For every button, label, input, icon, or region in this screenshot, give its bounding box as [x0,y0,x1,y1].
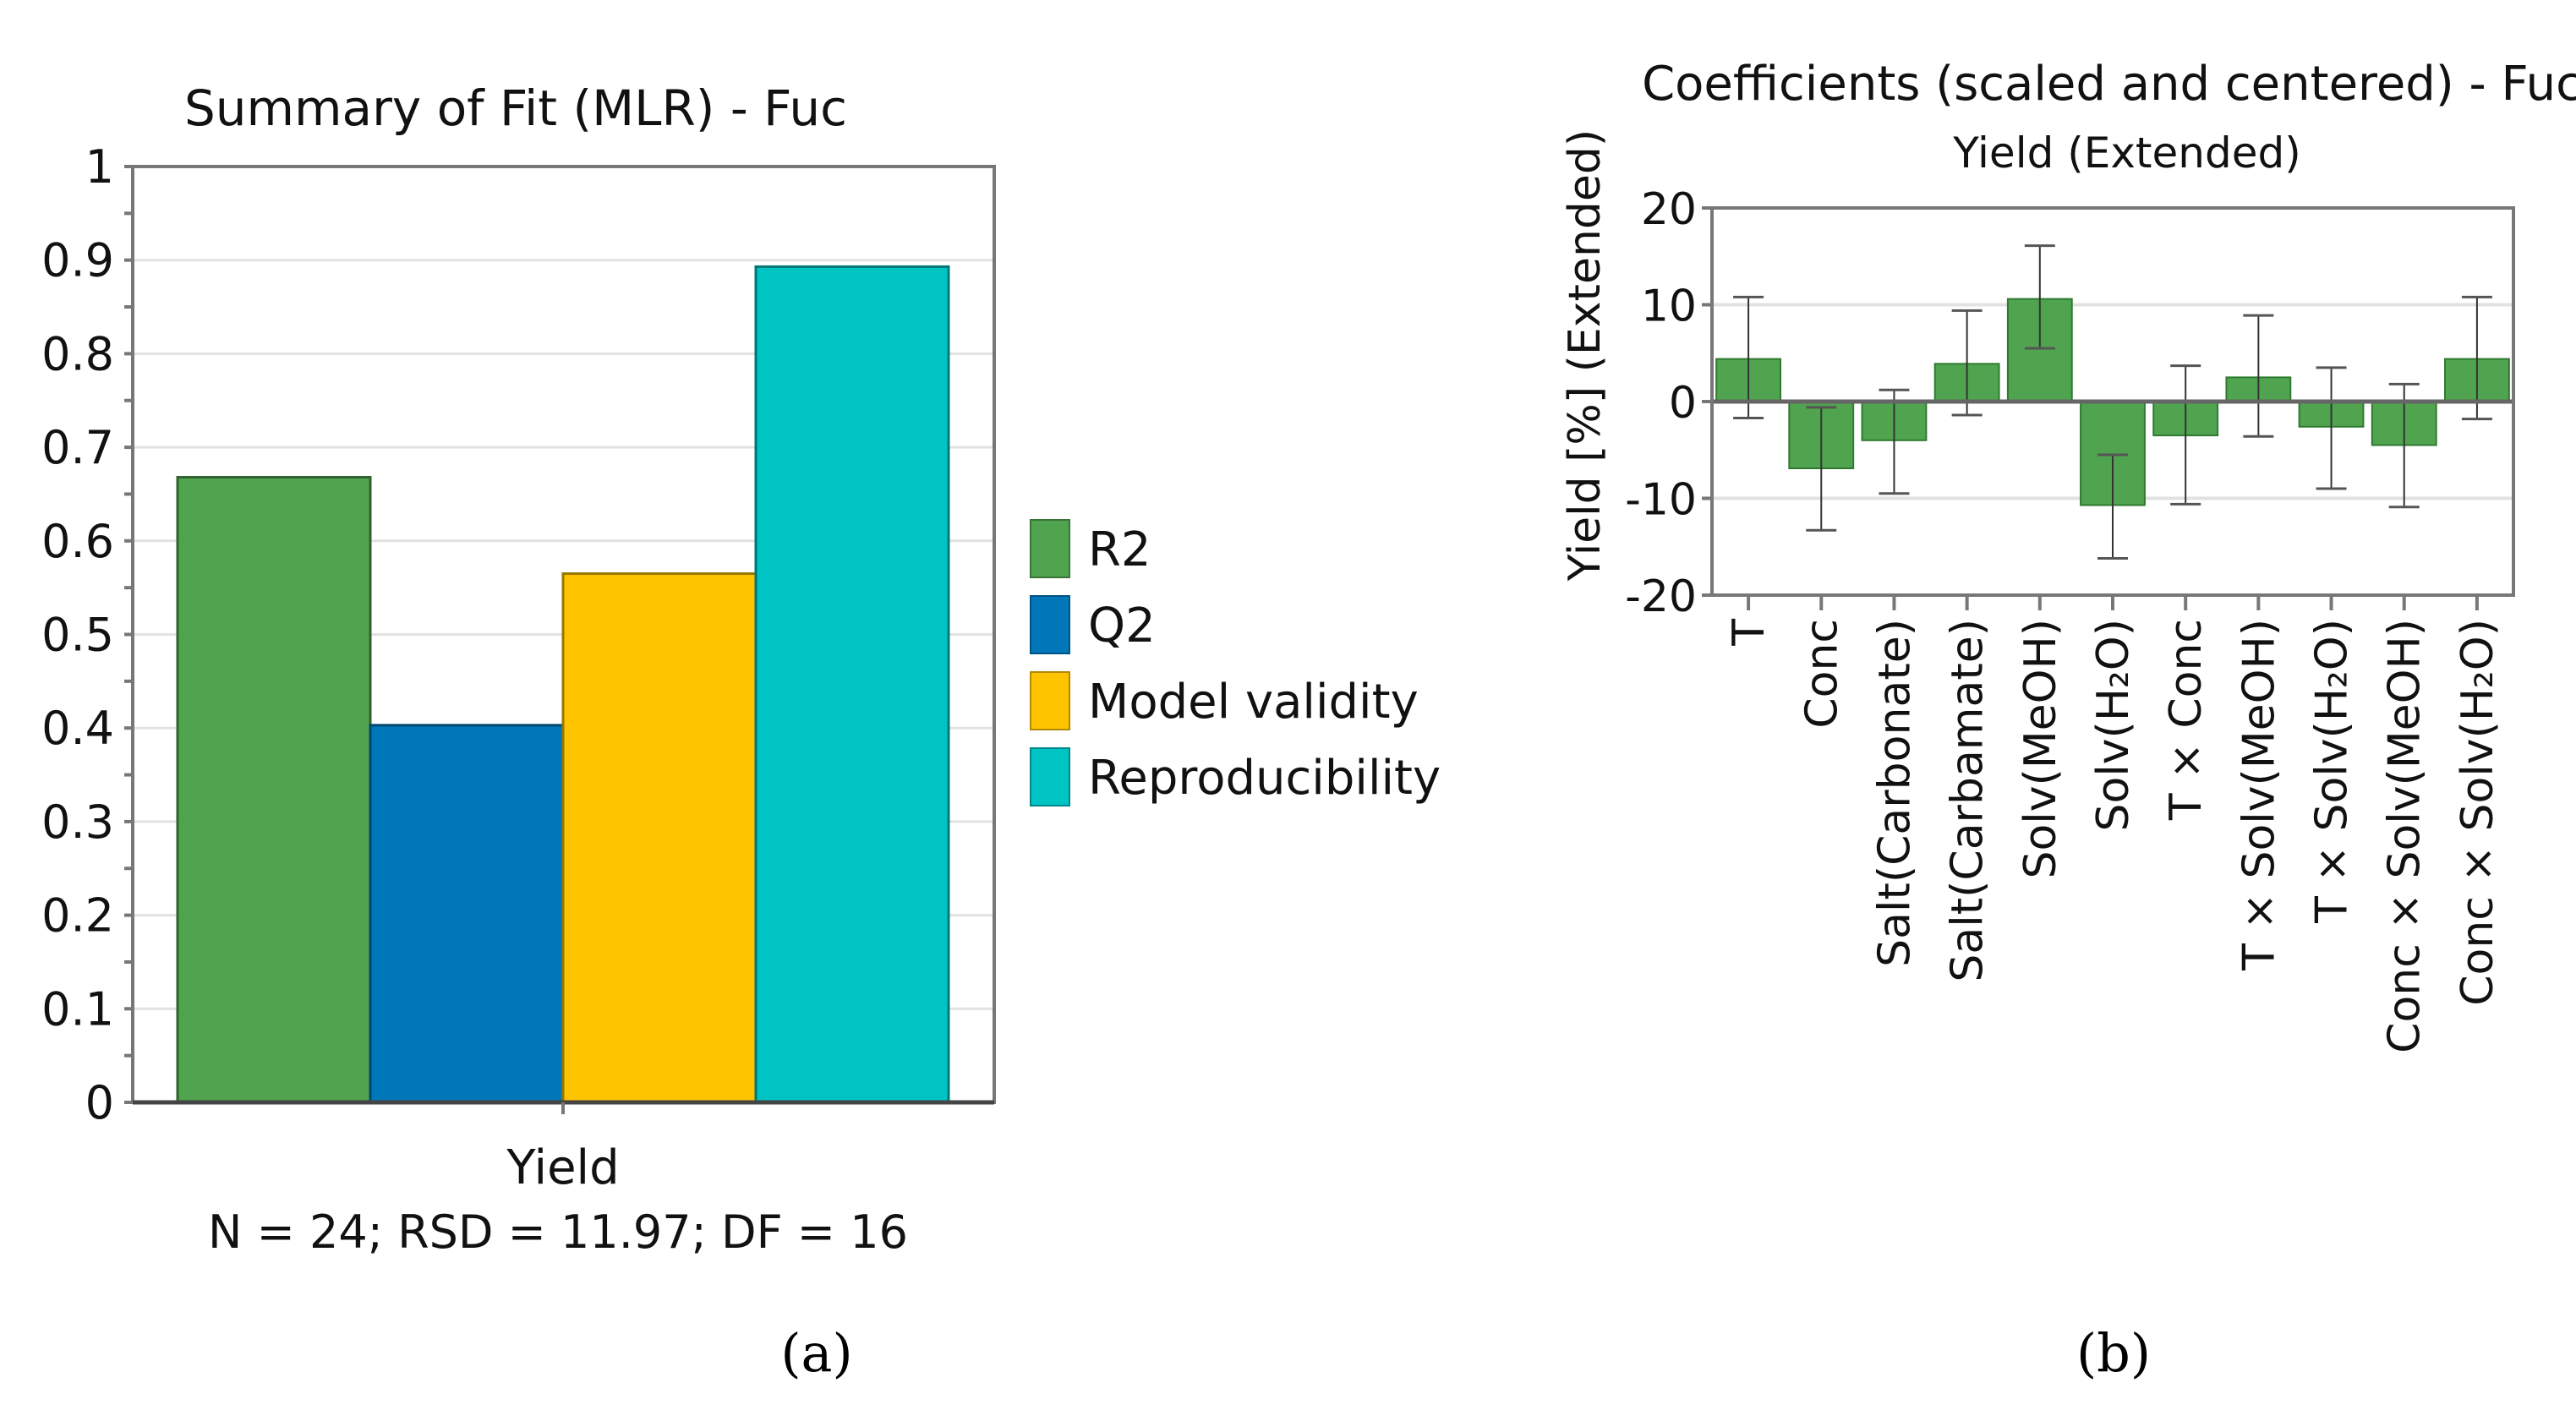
chart-a-xlabel: Yield [506,1140,619,1195]
chart-b-axes: -20 -10 0 10 20 T Conc Salt(Carbonate) Salt(Carb… [1625,184,2515,1053]
y-tick-label: 20 [1641,184,1697,235]
legend-label: Reproducibility [1088,751,1441,806]
panel-label-b: (b) [2076,1322,2151,1384]
x-tick-label: T [1724,619,1775,647]
chart-a-title: Summary of Fit (MLR) - Fuc [184,79,847,137]
chart-b-subtitle: Yield (Extended) [1952,128,2300,178]
panel-label-a: (a) [780,1322,852,1384]
legend-swatch [1030,671,1070,730]
legend-label: Q2 [1088,599,1156,653]
legend-swatch [1030,519,1070,578]
y-tick-label: 0.1 [41,982,114,1036]
legend-label: R2 [1088,522,1151,577]
summary-of-fit-chart: Summary of Fit (MLR) - Fuc 0 0.1 0.2 0.3 0.4… [41,79,1441,1384]
y-tick-label: 0.8 [41,327,114,380]
y-tick-label: 0.4 [41,702,114,755]
chart-b-bars [1715,244,2510,560]
bar-reproducibility [754,265,950,1104]
x-tick-label: Conc × Solv(MeOH) [2380,619,2431,1053]
chart-a-bars [176,265,950,1104]
y-tick-label: 0.2 [41,889,114,943]
y-tick-label: 0 [85,1076,114,1129]
legend-label: Model validity [1088,675,1419,730]
x-tick-label: Solv(MeOH) [2015,619,2066,879]
chart-a-legend: R2 Q2 Model validity Reproducibility [1030,519,1441,806]
legend-swatch [1030,747,1070,806]
x-tick-label: Conc [1797,619,1847,729]
chart-b-ylabel: Yield [%] (Extended) [1560,129,1611,582]
y-tick-label: 0 [1669,378,1697,429]
chart-b-title: Coefficients (scaled and centered) - Fuc [1642,57,2576,112]
y-tick-label: -10 [1625,475,1697,526]
y-tick-label: 0.3 [41,795,114,849]
bar-q2 [369,724,565,1104]
chart-a-footnote: N = 24; RSD = 11.97; DF = 16 [208,1205,908,1259]
y-tick-label: 0.7 [41,421,114,474]
y-tick-label: 0.5 [41,609,114,662]
chart-a-axes: 0 0.1 0.2 0.3 0.4 0.5 0.6 0.7 0.8 0.9 1 [41,140,996,1129]
x-tick-label: T × Solv(MeOH) [2234,619,2284,971]
bar-r2 [176,476,372,1104]
y-tick-label: 0.9 [41,234,114,287]
y-tick-label: 10 [1641,282,1697,332]
x-tick-label: T × Solv(H₂O) [2307,619,2358,924]
plot-frame [1710,206,2515,597]
x-tick-label: Solv(H₂O) [2088,619,2139,832]
y-tick-label: 1 [85,140,114,194]
y-tick-label: -20 [1625,571,1697,622]
x-tick-label: Salt(Carbonate) [1869,619,1920,967]
x-tick-label: Conc × Solv(H₂O) [2453,619,2503,1006]
legend-swatch [1030,595,1070,654]
x-tick-label: T × Conc [2161,619,2212,821]
x-tick-label: Salt(Carbamate) [1943,619,1994,982]
coefficients-chart: Coefficients (scaled and centered) - Fuc… [1560,57,2576,1384]
bar-model-validity [561,572,757,1104]
y-tick-label: 0.6 [41,515,114,568]
